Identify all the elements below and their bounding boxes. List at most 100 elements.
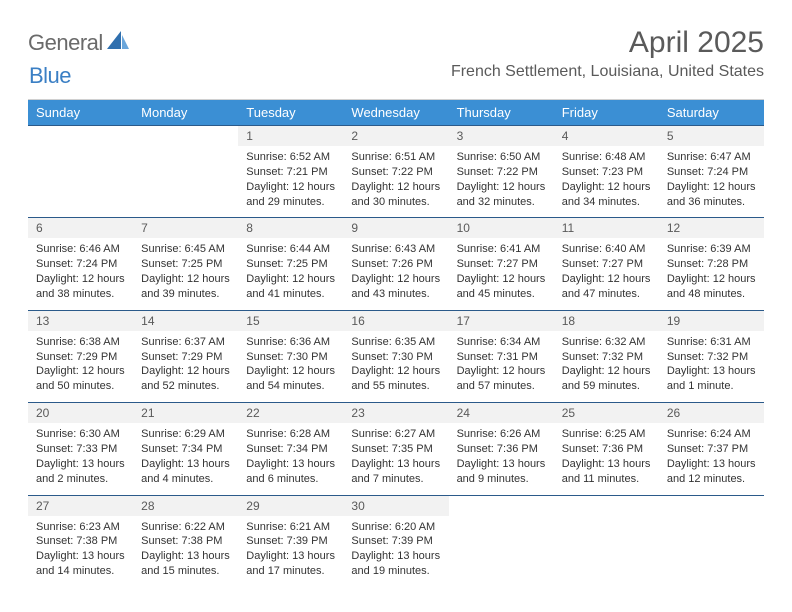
- day-content-cell: Sunrise: 6:30 AMSunset: 7:33 PMDaylight:…: [28, 423, 133, 495]
- daylight-text: Daylight: 13 hours and 7 minutes.: [351, 457, 440, 487]
- day-content-cell: Sunrise: 6:26 AMSunset: 7:36 PMDaylight:…: [449, 423, 554, 495]
- day-content-cell: Sunrise: 6:21 AMSunset: 7:39 PMDaylight:…: [238, 516, 343, 587]
- day-content-cell: [133, 146, 238, 218]
- weekday-header: Saturday: [659, 100, 764, 126]
- sunset-text: Sunset: 7:33 PM: [36, 442, 125, 457]
- day-number-row: 12345: [28, 126, 764, 147]
- day-content-cell: Sunrise: 6:32 AMSunset: 7:32 PMDaylight:…: [554, 331, 659, 403]
- day-number: 5: [667, 129, 674, 143]
- day-number: 24: [457, 406, 470, 420]
- daylight-text: Daylight: 12 hours and 55 minutes.: [351, 364, 440, 394]
- sunrise-text: Sunrise: 6:35 AM: [351, 335, 440, 350]
- sunrise-text: Sunrise: 6:52 AM: [246, 150, 335, 165]
- day-number-cell: 17: [449, 310, 554, 331]
- day-number: 11: [562, 221, 574, 235]
- daylight-text: Daylight: 13 hours and 14 minutes.: [36, 549, 125, 579]
- day-number: 7: [141, 221, 148, 235]
- page: General April 2025 French Settlement, Lo…: [0, 0, 792, 607]
- day-content-cell: Sunrise: 6:38 AMSunset: 7:29 PMDaylight:…: [28, 331, 133, 403]
- sunrise-text: Sunrise: 6:26 AM: [457, 427, 546, 442]
- sunset-text: Sunset: 7:25 PM: [246, 257, 335, 272]
- day-number: 18: [562, 314, 575, 328]
- sunrise-text: Sunrise: 6:27 AM: [351, 427, 440, 442]
- weekday-header-row: Sunday Monday Tuesday Wednesday Thursday…: [28, 100, 764, 126]
- sunset-text: Sunset: 7:27 PM: [562, 257, 651, 272]
- day-content-cell: Sunrise: 6:44 AMSunset: 7:25 PMDaylight:…: [238, 238, 343, 310]
- sunset-text: Sunset: 7:35 PM: [351, 442, 440, 457]
- sunset-text: Sunset: 7:24 PM: [36, 257, 125, 272]
- day-number: 29: [246, 499, 259, 513]
- sunrise-text: Sunrise: 6:31 AM: [667, 335, 756, 350]
- sunrise-text: Sunrise: 6:24 AM: [667, 427, 756, 442]
- day-number-row: 6789101112: [28, 218, 764, 239]
- day-number: 1: [246, 129, 253, 143]
- day-content-cell: Sunrise: 6:52 AMSunset: 7:21 PMDaylight:…: [238, 146, 343, 218]
- day-number: 23: [351, 406, 364, 420]
- sunset-text: Sunset: 7:39 PM: [351, 534, 440, 549]
- day-content-cell: Sunrise: 6:22 AMSunset: 7:38 PMDaylight:…: [133, 516, 238, 587]
- weekday-header: Thursday: [449, 100, 554, 126]
- day-number-cell: 29: [238, 495, 343, 516]
- sunset-text: Sunset: 7:30 PM: [351, 350, 440, 365]
- day-number: 17: [457, 314, 470, 328]
- day-number-row: 27282930: [28, 495, 764, 516]
- day-content-row: Sunrise: 6:52 AMSunset: 7:21 PMDaylight:…: [28, 146, 764, 218]
- sunrise-text: Sunrise: 6:44 AM: [246, 242, 335, 257]
- logo-text-blue: Blue: [29, 63, 71, 88]
- day-content-cell: Sunrise: 6:40 AMSunset: 7:27 PMDaylight:…: [554, 238, 659, 310]
- day-number-cell: [133, 126, 238, 147]
- sunset-text: Sunset: 7:22 PM: [351, 165, 440, 180]
- day-content-cell: Sunrise: 6:50 AMSunset: 7:22 PMDaylight:…: [449, 146, 554, 218]
- sunrise-text: Sunrise: 6:50 AM: [457, 150, 546, 165]
- sunrise-text: Sunrise: 6:25 AM: [562, 427, 651, 442]
- day-content-cell: Sunrise: 6:47 AMSunset: 7:24 PMDaylight:…: [659, 146, 764, 218]
- day-content-cell: Sunrise: 6:45 AMSunset: 7:25 PMDaylight:…: [133, 238, 238, 310]
- day-number-cell: 26: [659, 403, 764, 424]
- daylight-text: Daylight: 13 hours and 17 minutes.: [246, 549, 335, 579]
- day-number-cell: 5: [659, 126, 764, 147]
- day-number-cell: 27: [28, 495, 133, 516]
- day-number: 12: [667, 221, 680, 235]
- day-content-cell: Sunrise: 6:20 AMSunset: 7:39 PMDaylight:…: [343, 516, 448, 587]
- day-number-cell: 30: [343, 495, 448, 516]
- day-number: 13: [36, 314, 49, 328]
- daylight-text: Daylight: 13 hours and 11 minutes.: [562, 457, 651, 487]
- daylight-text: Daylight: 12 hours and 50 minutes.: [36, 364, 125, 394]
- sunset-text: Sunset: 7:31 PM: [457, 350, 546, 365]
- daylight-text: Daylight: 13 hours and 4 minutes.: [141, 457, 230, 487]
- sunrise-text: Sunrise: 6:37 AM: [141, 335, 230, 350]
- logo: General: [28, 30, 129, 56]
- daylight-text: Daylight: 12 hours and 29 minutes.: [246, 180, 335, 210]
- sunrise-text: Sunrise: 6:38 AM: [36, 335, 125, 350]
- day-content-cell: Sunrise: 6:25 AMSunset: 7:36 PMDaylight:…: [554, 423, 659, 495]
- day-number-cell: 13: [28, 310, 133, 331]
- day-content-cell: Sunrise: 6:31 AMSunset: 7:32 PMDaylight:…: [659, 331, 764, 403]
- sunset-text: Sunset: 7:29 PM: [141, 350, 230, 365]
- day-content-cell: Sunrise: 6:41 AMSunset: 7:27 PMDaylight:…: [449, 238, 554, 310]
- day-content-cell: Sunrise: 6:43 AMSunset: 7:26 PMDaylight:…: [343, 238, 448, 310]
- day-content-cell: Sunrise: 6:34 AMSunset: 7:31 PMDaylight:…: [449, 331, 554, 403]
- day-content-row: Sunrise: 6:23 AMSunset: 7:38 PMDaylight:…: [28, 516, 764, 587]
- day-number-cell: [554, 495, 659, 516]
- day-number: 30: [351, 499, 364, 513]
- day-content-cell: Sunrise: 6:37 AMSunset: 7:29 PMDaylight:…: [133, 331, 238, 403]
- daylight-text: Daylight: 12 hours and 57 minutes.: [457, 364, 546, 394]
- day-number-cell: 22: [238, 403, 343, 424]
- sunset-text: Sunset: 7:28 PM: [667, 257, 756, 272]
- sunset-text: Sunset: 7:26 PM: [351, 257, 440, 272]
- day-number: 10: [457, 221, 470, 235]
- day-content-cell: [659, 516, 764, 587]
- daylight-text: Daylight: 13 hours and 15 minutes.: [141, 549, 230, 579]
- month-title: April 2025: [451, 26, 764, 59]
- weekday-header: Monday: [133, 100, 238, 126]
- daylight-text: Daylight: 12 hours and 54 minutes.: [246, 364, 335, 394]
- day-number-cell: 14: [133, 310, 238, 331]
- daylight-text: Daylight: 12 hours and 39 minutes.: [141, 272, 230, 302]
- day-number: 19: [667, 314, 680, 328]
- daylight-text: Daylight: 12 hours and 41 minutes.: [246, 272, 335, 302]
- day-content-cell: Sunrise: 6:48 AMSunset: 7:23 PMDaylight:…: [554, 146, 659, 218]
- daylight-text: Daylight: 12 hours and 38 minutes.: [36, 272, 125, 302]
- sunrise-text: Sunrise: 6:48 AM: [562, 150, 651, 165]
- sunset-text: Sunset: 7:38 PM: [36, 534, 125, 549]
- sunrise-text: Sunrise: 6:51 AM: [351, 150, 440, 165]
